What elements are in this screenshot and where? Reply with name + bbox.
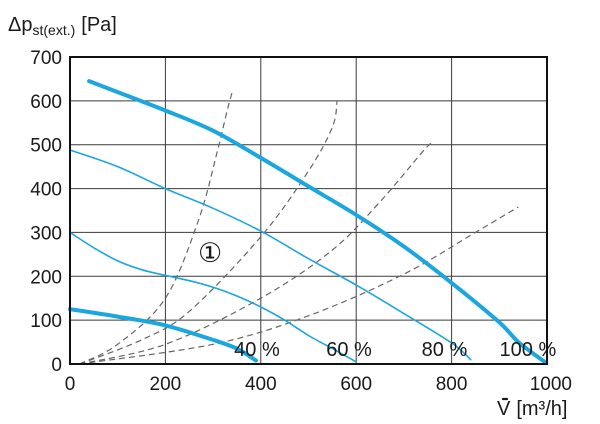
x-tick-label-1000: 1000: [530, 374, 572, 395]
y-axis-label: Δpst(ext.) [Pa]: [8, 14, 117, 38]
x-tick-label-200: 200: [150, 374, 182, 395]
y-tick-label-300: 300: [30, 223, 62, 244]
y-tick-label-600: 600: [30, 92, 62, 113]
x-tick-label-600: 600: [340, 374, 372, 395]
system-curves: [79, 91, 519, 365]
fan-curve-40: [68, 307, 258, 363]
y-tick-label-400: 400: [30, 180, 62, 201]
system-curve-3: [79, 206, 519, 365]
fan-curve-100: [87, 79, 547, 364]
system-curve-0: [79, 91, 233, 365]
axis-ticks: 0 100 200 300 400 500 600 700 0 200 400 600 800 1000: [30, 48, 572, 395]
plot-frame: [69, 56, 548, 365]
fan-curve-60: [69, 231, 357, 363]
y-tick-label-700: 700: [30, 48, 62, 69]
curve-label-80: 80 %: [422, 339, 468, 361]
curve-marker-1: ①: [198, 238, 222, 268]
curve-labels: 100 % 80 % 60 % 40 %: [234, 339, 556, 361]
x-tick-label-400: 400: [245, 374, 277, 395]
y-tick-label-0: 0: [51, 355, 62, 376]
curve-label-40: 40 %: [234, 339, 280, 361]
x-axis-label: V [m³/h]: [497, 398, 567, 420]
curve-label-100: 100 %: [500, 339, 557, 361]
curve-label-60: 60 %: [326, 339, 372, 361]
system-curve-1: [79, 100, 338, 365]
fan-curve-80: [69, 149, 472, 361]
system-curve-2: [79, 142, 433, 365]
fan-curves: [68, 79, 547, 364]
y-tick-label-200: 200: [30, 267, 62, 288]
y-tick-label-500: 500: [30, 136, 62, 157]
y-tick-label-100: 100: [30, 311, 62, 332]
plot-border: [69, 56, 548, 365]
x-tick-label-800: 800: [436, 374, 468, 395]
x-tick-label-0: 0: [65, 374, 76, 395]
